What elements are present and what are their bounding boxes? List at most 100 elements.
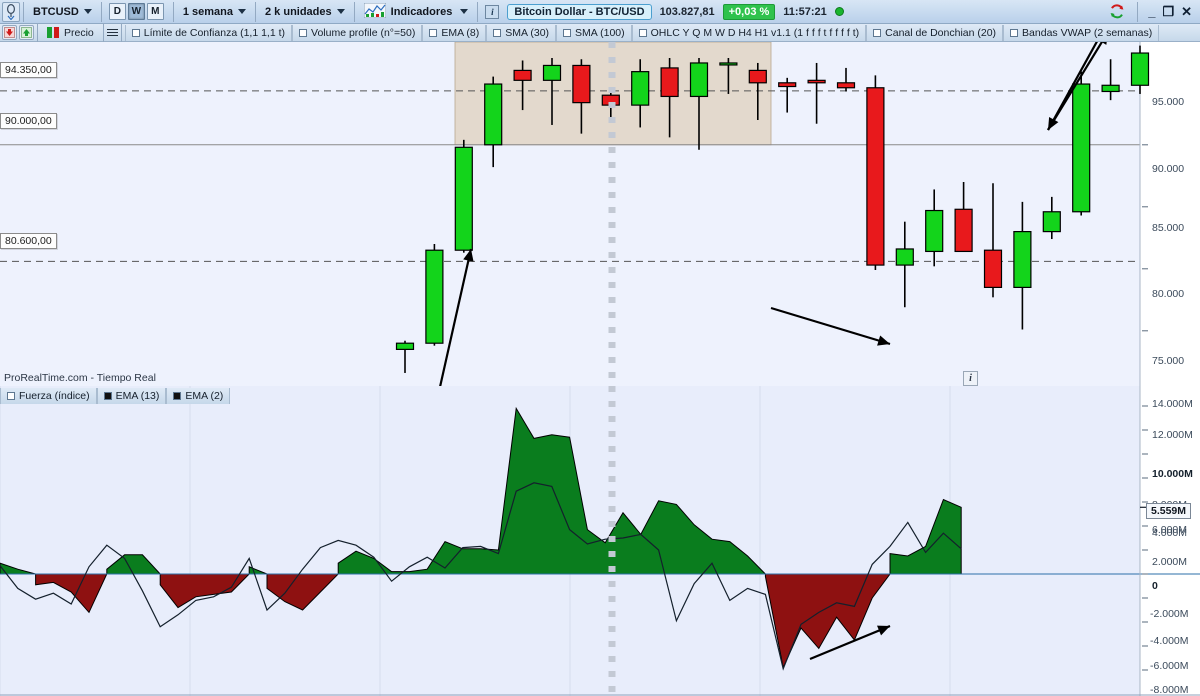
legend-item-ema2[interactable]: EMA (2)	[166, 388, 231, 404]
toolbar-divider	[255, 1, 256, 22]
maximize-button[interactable]: ❐	[1162, 3, 1175, 19]
indicators-chart-icon	[363, 2, 387, 21]
indicator-label: Canal de Donchian (20)	[885, 26, 997, 39]
info-icon[interactable]: i	[485, 4, 500, 19]
checkbox-icon[interactable]	[493, 28, 502, 37]
indicator-chip-ohlc[interactable]: OHLC Y Q M W D H4 H1 v1.1 (1 f f f t f f…	[631, 24, 867, 41]
cursor-tool-icon[interactable]	[2, 1, 20, 22]
indicator-chip-ema8[interactable]: EMA (8)	[422, 24, 487, 41]
strength-axis-tick: 4.000M	[1152, 527, 1188, 539]
indicator-chip-volume-profile[interactable]: Volume profile (n°=50)	[292, 24, 423, 41]
price-level-tag: 94.350,00	[0, 62, 57, 78]
minimize-button[interactable]: _	[1148, 4, 1156, 19]
change-percent-badge: +0,03 %	[722, 3, 776, 20]
toolbar-divider	[102, 22, 104, 43]
toolbar-divider	[353, 1, 355, 22]
toolbar-divider	[23, 1, 24, 22]
legend-label: Fuerza (índice)	[19, 390, 90, 402]
arrow-up-icon[interactable]	[19, 25, 34, 40]
status-led-icon	[834, 7, 844, 16]
indicator-chip-confidence[interactable]: Límite de Confianza (1,1 1,1 t)	[124, 24, 293, 41]
chart-info-button[interactable]: i	[963, 371, 978, 386]
strength-axis-tick: 6.000M	[1152, 524, 1188, 536]
indicator-chip-sma30[interactable]: SMA (30)	[486, 24, 557, 41]
connection-status-cell	[831, 2, 848, 22]
lower-legend: Fuerza (índice) EMA (13) EMA (2)	[0, 388, 231, 404]
toolbar-divider	[172, 1, 174, 22]
units-select-value: 2 k unidades	[265, 5, 332, 18]
instrument-name-cell[interactable]: Bitcoin Dollar - BTC/USD	[503, 2, 655, 22]
indicator-chip-vwap[interactable]: Bandas VWAP (2 semanas)	[1003, 24, 1160, 41]
current-value-tag: 5.559M	[1146, 503, 1192, 519]
price-axis-tick: 85.000	[1152, 222, 1185, 234]
checkbox-icon[interactable]	[429, 28, 438, 37]
chevron-down-icon	[83, 9, 92, 14]
period-select-value: 1 semana	[182, 5, 233, 18]
indicator-chip-sma100[interactable]: SMA (100)	[556, 24, 632, 41]
timeframe-button-m[interactable]: M	[146, 3, 164, 20]
checkbox-icon[interactable]	[131, 28, 140, 37]
instrument-info-icon-cell[interactable]: i	[481, 2, 503, 22]
indicator-chip-donchian[interactable]: Canal de Donchian (20)	[866, 24, 1004, 41]
price-indicator-chip[interactable]: Precio	[41, 25, 100, 41]
indicators-chevron-down-icon[interactable]	[460, 9, 469, 14]
watermark-label: ProRealTime.com - Tiempo Real	[4, 372, 156, 384]
strength-axis-tick: -2.000M	[1150, 608, 1189, 620]
period-select[interactable]: 1 semana	[177, 2, 252, 21]
price-chart-panel[interactable]: 94.350,00 90.000,00 80.600,00 95.000 90.…	[0, 42, 1200, 386]
list-icon[interactable]	[106, 28, 118, 37]
indicator-label: Bandas VWAP (2 semanas)	[1022, 26, 1153, 39]
close-button[interactable]: ✕	[1181, 3, 1192, 19]
price-level-tag: 90.000,00	[0, 113, 57, 129]
legend-item-ema13[interactable]: EMA (13)	[96, 388, 167, 404]
timeframe-button-d[interactable]: D	[108, 3, 126, 20]
price-level-tag: 80.600,00	[0, 233, 57, 249]
strength-axis-tick: 2.000M	[1152, 556, 1188, 568]
price-chart-canvas[interactable]	[0, 42, 1200, 386]
symbol-selector[interactable]: BTCUSD	[27, 2, 98, 21]
units-select[interactable]: 2 k unidades	[259, 2, 351, 21]
indicator-label: SMA (100)	[575, 26, 625, 39]
strength-index-panel[interactable]: Fuerza (índice) EMA (13) EMA (2) 14.000M…	[0, 386, 1200, 696]
strength-axis-tick: 0	[1152, 580, 1158, 592]
checkbox-icon[interactable]	[7, 392, 15, 400]
indicator-label: EMA (8)	[441, 26, 480, 39]
refresh-icon[interactable]	[1107, 3, 1127, 21]
clock-label: 11:57:21	[783, 5, 827, 18]
instrument-name: Bitcoin Dollar - BTC/USD	[507, 3, 652, 20]
checkbox-icon[interactable]	[299, 28, 308, 37]
checkbox-icon[interactable]	[638, 28, 647, 37]
indicator-label: Límite de Confianza (1,1 1,1 t)	[143, 26, 286, 39]
checkbox-icon[interactable]	[873, 28, 882, 37]
toolbar-divider	[100, 1, 102, 22]
strength-axis-tick: 10.000M	[1152, 468, 1193, 480]
timeframe-group: D W M	[105, 2, 170, 22]
toolbar-divider	[477, 1, 479, 22]
indicator-label: SMA (30)	[505, 26, 550, 39]
color-swatch-icon	[103, 392, 112, 400]
last-price: 103.827,81	[659, 5, 715, 18]
price-axis-tick: 90.000	[1152, 163, 1185, 175]
color-swatch-icon	[173, 392, 182, 400]
checkbox-icon[interactable]	[1010, 28, 1019, 37]
price-label: Precio	[64, 26, 94, 39]
timeframe-button-w[interactable]: W	[127, 3, 145, 20]
checkbox-icon[interactable]	[563, 28, 572, 37]
arrow-down-icon[interactable]	[2, 25, 17, 40]
strength-axis-tick: 14.000M	[1152, 398, 1193, 410]
indicator-toolbar: Precio Límite de Confianza (1,1 1,1 t) V…	[0, 22, 1200, 43]
indicator-label: OHLC Y Q M W D H4 H1 v1.1 (1 f f f t f f…	[650, 26, 860, 39]
strength-axis-tick: 12.000M	[1152, 429, 1193, 441]
toolbar-divider	[1137, 1, 1139, 22]
strength-index-canvas[interactable]	[0, 386, 1200, 696]
legend-label: EMA (2)	[185, 390, 224, 402]
legend-label: EMA (13)	[115, 390, 160, 402]
last-price-cell: 103.827,81	[656, 2, 719, 22]
toolbar-divider	[37, 22, 38, 43]
price-axis-tick: 75.000	[1152, 355, 1185, 367]
indicators-button[interactable]: Indicadores	[358, 2, 459, 21]
legend-item-fuerza[interactable]: Fuerza (índice)	[0, 388, 97, 404]
indicators-label: Indicadores	[390, 5, 453, 18]
strength-axis-tick: -8.000M	[1150, 684, 1189, 696]
